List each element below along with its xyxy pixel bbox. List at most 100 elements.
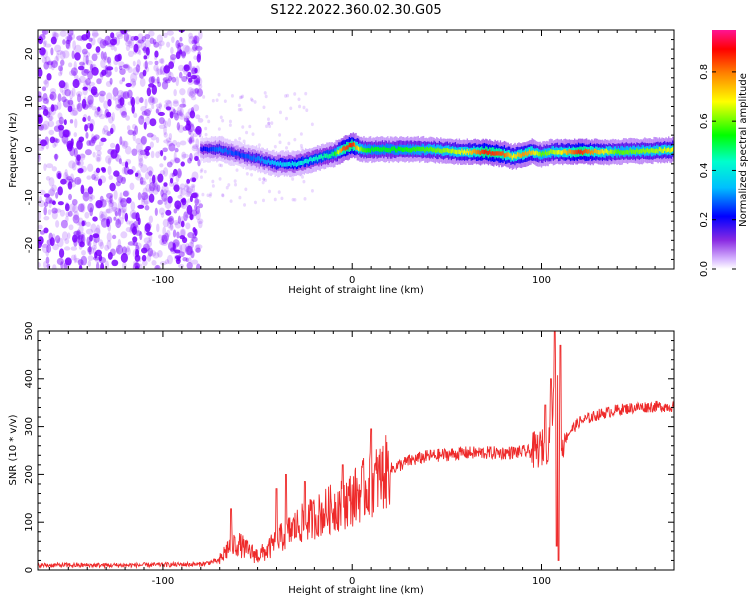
spectrogram-noise-blob — [189, 177, 196, 183]
spectrogram-noise-blob — [126, 220, 131, 225]
spectrogram-noise-blob — [195, 244, 203, 250]
spectrogram-noise-blob — [95, 224, 101, 235]
spectrogram-noise-blob — [58, 71, 63, 77]
spectrogram-ridge-cell — [495, 151, 498, 156]
spectrogram-noise-blob — [97, 106, 101, 112]
spectrogram-noise-blob — [40, 140, 45, 150]
spectrogram-noise-blob — [120, 198, 128, 208]
spectrogram-noise-blob — [108, 202, 115, 208]
spectrogram-ridge-cell — [520, 153, 523, 158]
spectrogram-noise-blob — [71, 87, 76, 97]
spectrogram-ridge-cell — [314, 156, 316, 162]
spectrogram-noise-blob — [140, 136, 147, 146]
spectrogram-noise-blob — [115, 218, 122, 229]
spectrogram-noise-blob — [155, 265, 160, 269]
spectrogram-noise-blob — [145, 145, 151, 151]
spectrogram-noise-blob — [240, 95, 244, 100]
spectrogram-noise-blob — [187, 139, 195, 144]
spectrogram-noise-blob — [107, 60, 112, 67]
spectrogram-noise-blob — [148, 30, 155, 37]
spectrogram-noise-blob — [63, 246, 71, 251]
spectrogram-noise-blob — [192, 227, 197, 233]
spectrogram-noise-blob — [93, 238, 98, 247]
spectrogram-noise-blob — [111, 206, 119, 213]
spectrogram-ridge-cell — [297, 161, 299, 167]
spectrogram-noise-blob — [95, 167, 101, 174]
spectrogram-noise-blob — [73, 147, 78, 158]
spectrogram-noise-blob — [173, 151, 177, 162]
spectrogram-noise-blob — [150, 76, 156, 84]
spectrogram-noise-blob — [169, 172, 174, 181]
spectrogram-ridge-cell — [613, 150, 616, 155]
spectrogram-noise-blob — [186, 178, 191, 184]
spectrogram-noise-blob — [93, 176, 99, 182]
spectrogram-noise-blob — [82, 113, 88, 122]
spectrogram-noise-blob — [88, 99, 94, 108]
spectrogram-noise-blob — [126, 125, 131, 131]
spectrogram-noise-blob — [141, 254, 147, 262]
spectrogram-noise-blob — [182, 67, 186, 73]
spectrogram-noise-blob — [135, 64, 141, 73]
spectrogram-noise-blob — [181, 75, 188, 82]
spectrogram-noise-blob — [53, 153, 59, 160]
spectrogram-noise-blob — [83, 80, 89, 90]
spectrogram-noise-blob — [105, 155, 112, 164]
spectrogram-noise-blob — [187, 241, 194, 250]
spectrogram-noise-blob — [261, 198, 265, 203]
spectrogram-ridge-cell — [555, 150, 557, 155]
spectrogram-ridge-cell — [459, 150, 462, 155]
spectrogram-noise-blob — [181, 204, 187, 210]
spectrogram-noise-blob — [46, 244, 52, 253]
spectrogram-noise-blob — [81, 98, 87, 109]
spectrogram-noise-blob — [79, 61, 85, 66]
spectrogram-noise-blob — [135, 143, 143, 153]
spectrogram-noise-blob — [139, 177, 146, 185]
spectrogram-noise-blob — [86, 236, 91, 247]
spectrogram-noise-blob — [129, 96, 134, 105]
spectrogram-noise-blob — [176, 256, 181, 262]
spectrogram-noise-blob — [55, 119, 63, 127]
spectrogram-noise-blob — [43, 261, 47, 269]
spectrogram-noise-blob — [121, 77, 126, 82]
spectrogram-noise-blob — [99, 39, 107, 49]
spectrogram-noise-blob — [74, 52, 81, 61]
spectrogram-noise-blob — [194, 204, 198, 211]
spectrogram-noise-blob — [43, 206, 48, 216]
spectrogram-noise-blob — [80, 255, 88, 266]
spectrogram-noise-blob — [265, 124, 269, 129]
spectrogram-ridge-cell — [593, 148, 596, 153]
spectrogram-ridge-cell — [397, 146, 400, 151]
spectrogram-ridge-cell — [210, 147, 213, 152]
spectrogram-ridge-cell — [471, 150, 474, 155]
snr-ytick-label: 200 — [24, 465, 35, 484]
spectrogram-noise-blob — [250, 98, 254, 103]
spectrogram-noise-blob — [98, 93, 105, 103]
spectrogram-noise-blob — [121, 209, 126, 220]
spectrogram-ridge-cell — [538, 152, 540, 157]
spectrogram-ridge-cell — [591, 149, 593, 154]
spectrogram-ridge-cell — [599, 150, 601, 155]
spectrogram-noise-blob — [65, 39, 71, 45]
spectrogram-noise-blob — [72, 107, 79, 116]
spectrogram-noise-blob — [77, 65, 85, 71]
spectrogram-noise-blob — [115, 104, 121, 111]
spectrogram-noise-blob — [139, 149, 147, 156]
spectrogram-ridge-cell — [353, 142, 356, 147]
spectrogram-ridge-cell — [278, 162, 280, 167]
spectrogram-ridge-cell — [625, 149, 628, 154]
spectrogram-noise-blob — [166, 30, 174, 36]
spectrogram-ridge-cell — [502, 151, 504, 156]
spectrogram-noise-blob — [182, 98, 186, 108]
spectrogram-ridge-cell — [634, 149, 637, 155]
spectrogram-noise-blob — [132, 130, 136, 136]
spectrogram-noise-blob — [102, 56, 110, 63]
spectrogram-ridge-cell — [228, 150, 230, 155]
spectrogram-noise-blob — [267, 121, 271, 126]
spectrogram-noise-blob — [88, 245, 92, 255]
spectrogram-noise-blob — [88, 139, 96, 147]
spectrogram-noise-blob — [95, 154, 102, 163]
spectrogram-noise-blob — [117, 238, 122, 249]
spectrogram-noise-blob — [58, 116, 64, 125]
spectrogram-noise-blob — [46, 107, 53, 116]
spectrogram-noise-blob — [168, 71, 174, 80]
